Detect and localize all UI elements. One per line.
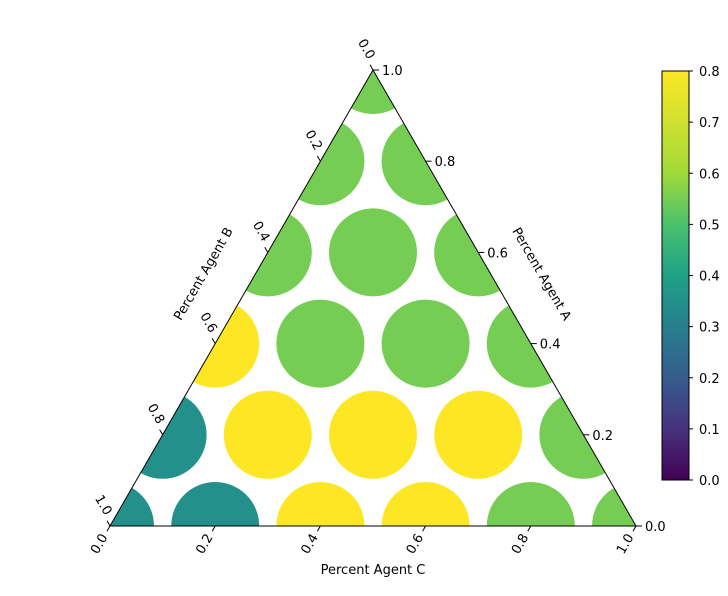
right-tick-label: 0.0 (645, 520, 666, 535)
left-tick (211, 338, 216, 344)
bottom-tick-label: 0.6 (404, 532, 427, 557)
right-tick-label: 1.0 (382, 64, 403, 79)
bottom-tick (527, 525, 532, 532)
left-tick-label: 0.4 (249, 219, 272, 244)
left-tick (264, 246, 269, 253)
left-tick (106, 520, 111, 527)
bottom-tick-label: 0.0 (88, 532, 111, 557)
colorbar-tick-label: 0.5 (699, 218, 720, 233)
data-point (329, 208, 417, 297)
left-tick-label: 0.8 (144, 401, 167, 426)
colorbar-ticks: 0.0 0.1 0.2 0.3 0.4 0.5 0.6 0.7 0.8 (689, 65, 720, 489)
data-point (276, 482, 365, 526)
bottom-tick-label: 1.0 (614, 532, 637, 557)
colorbar-tick-label: 0.2 (699, 372, 720, 387)
data-point (110, 482, 154, 526)
data-point (276, 299, 365, 388)
data-point (223, 390, 312, 479)
data-point (434, 390, 523, 479)
bottom-tick (211, 525, 216, 532)
left-tick (316, 155, 321, 162)
left-tick-label: 0.6 (196, 310, 219, 335)
bottom-tick-label: 0.8 (509, 532, 532, 557)
axis-ticks: 0.0 0.2 0.4 0.6 0.8 1.0 0.0 0.2 0.4 0.6 0.8 1.0 0.0 0… (88, 37, 666, 557)
bottom-tick (106, 525, 111, 532)
colorbar-tick-label: 0.4 (699, 270, 720, 285)
bottom-tick (316, 525, 321, 532)
triangle-outline (109, 68, 637, 527)
left-tick-label: 0.2 (302, 128, 325, 153)
colorbar-tick-label: 0.1 (699, 423, 720, 438)
left-tick-label: 1.0 (91, 493, 114, 518)
bottom-tick-label: 0.2 (193, 532, 216, 557)
data-point (381, 482, 470, 526)
data-point (329, 390, 417, 479)
right-tick-label: 0.2 (592, 429, 613, 444)
right-tick-label: 0.8 (435, 155, 456, 170)
colorbar (661, 70, 690, 481)
points-layer (110, 70, 636, 526)
right-tick-label: 0.4 (540, 338, 561, 353)
bottom-tick-label: 0.4 (299, 532, 322, 557)
colorbar-tick-label: 0.0 (699, 474, 720, 489)
colorbar-tick-label: 0.3 (699, 321, 720, 336)
right-tick-label: 0.6 (487, 246, 508, 261)
data-point (171, 482, 260, 526)
left-tick (159, 429, 164, 436)
left-tick-label: 0.0 (354, 37, 377, 62)
data-point (486, 482, 575, 526)
colorbar-tick-label: 0.8 (699, 65, 720, 80)
data-point (381, 299, 470, 388)
right-axis-label: Percent Agent A (508, 225, 573, 323)
data-point (592, 482, 636, 526)
left-axis-label: Percent Agent B (171, 225, 236, 323)
left-tick (369, 64, 374, 71)
bottom-axis-label: Percent Agent C (321, 563, 426, 578)
bottom-tick (632, 525, 637, 532)
colorbar-tick-label: 0.6 (699, 167, 720, 182)
colorbar-tick-label: 0.7 (699, 116, 720, 131)
bottom-tick (422, 525, 427, 532)
